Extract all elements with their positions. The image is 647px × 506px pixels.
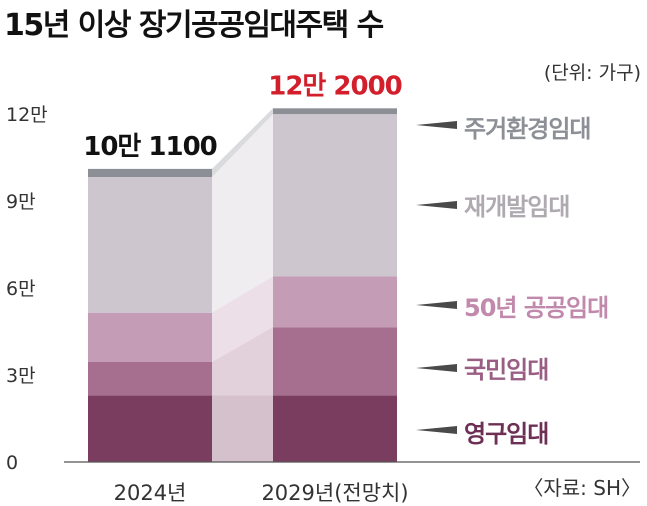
- bar-segment: [88, 361, 212, 396]
- bar-segment: [88, 312, 212, 362]
- legend-pointer: [416, 201, 457, 209]
- legend-label: 50년 공공임대: [464, 294, 608, 322]
- legend-pointer: [416, 364, 457, 372]
- bar-segment: [273, 395, 397, 462]
- y-tick-label: 0: [6, 452, 18, 474]
- chart-title: 15년 이상 장기공공임대주택 수: [4, 8, 384, 43]
- bar-total-label: 10만 1100: [83, 132, 217, 162]
- connector-band: [212, 327, 273, 396]
- x-category-label: 2024년: [114, 481, 187, 505]
- legend-pointer: [416, 121, 457, 129]
- connector-band: [212, 114, 273, 313]
- legend-label: 재개발임대: [464, 193, 569, 221]
- legend-label: 주거환경임대: [464, 115, 590, 143]
- unit-label: (단위: 가구): [543, 62, 641, 84]
- legend-pointer: [416, 301, 457, 309]
- bar-segment: [273, 327, 397, 396]
- legend-pointer: [416, 426, 457, 434]
- bar-segment: [88, 168, 212, 178]
- connector-band: [212, 108, 273, 178]
- bar-segment: [273, 114, 397, 277]
- y-tick-label: 3만: [6, 365, 36, 387]
- y-tick-label: 6만: [6, 278, 36, 300]
- bar-segment: [273, 276, 397, 328]
- source-label: 〈자료: SH〉: [523, 476, 641, 500]
- bar-segment: [88, 177, 212, 313]
- bar-segment: [88, 395, 212, 462]
- connector-band: [212, 276, 273, 362]
- y-tick-label: 12만: [6, 104, 48, 126]
- legend-label: 영구임대: [464, 420, 548, 448]
- y-tick-label: 9만: [6, 191, 36, 213]
- bar-segment: [273, 108, 397, 115]
- legend-label: 국민임대: [464, 356, 548, 384]
- x-category-label: 2029년(전망치): [261, 481, 408, 505]
- bar-total-label: 12만 2000: [268, 71, 402, 101]
- connector-band: [212, 395, 273, 462]
